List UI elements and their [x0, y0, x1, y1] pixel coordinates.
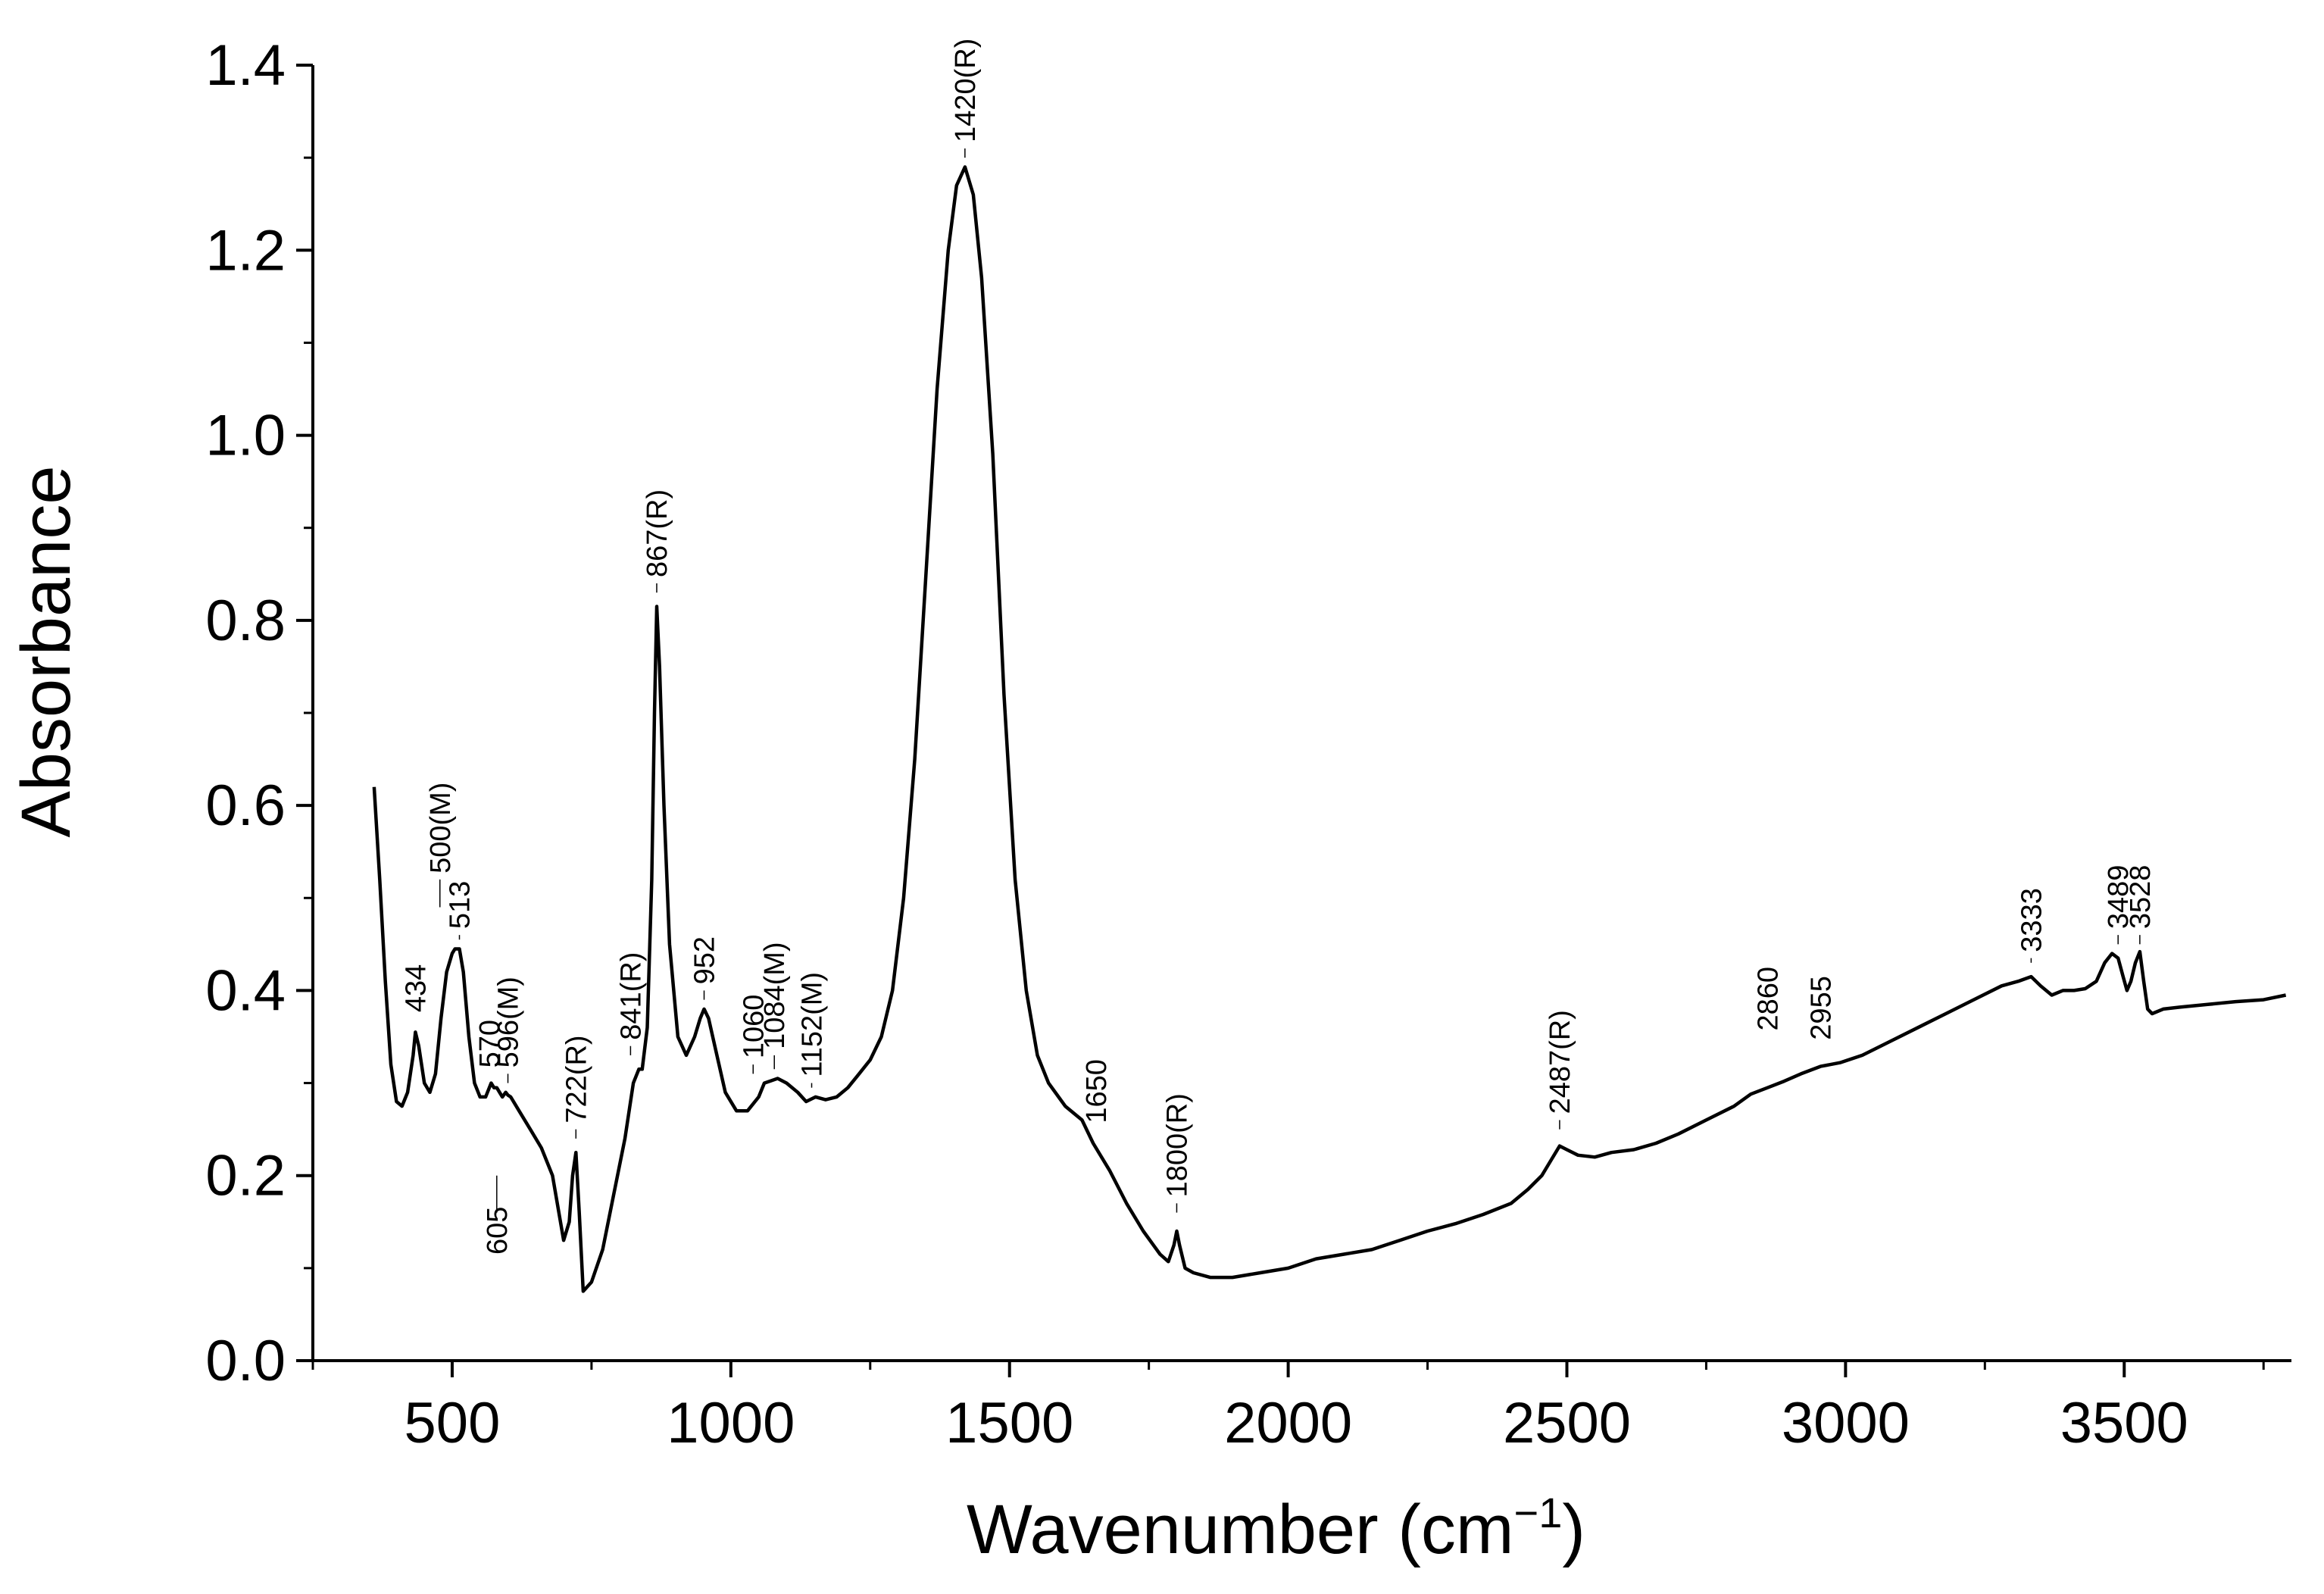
y-axis-title: Absorbance	[8, 466, 85, 838]
peak-annotation-label: 3489	[2103, 865, 2135, 930]
x-axis-title-sup: −1	[1514, 1489, 1563, 1536]
x-axis-title-main: Wavenumber (cm	[967, 1491, 1514, 1568]
y-tick-label: 1.4	[205, 33, 286, 98]
peak-annotation-label: 605	[482, 1207, 514, 1255]
x-tick-label: 2500	[1503, 1391, 1631, 1455]
peak-annotation-label: 434	[400, 964, 432, 1012]
peak-annotation-label: 570	[474, 1020, 506, 1067]
axes	[311, 65, 2291, 1362]
peak-annotation-label: 1420(R)	[950, 39, 982, 142]
x-tick-label: 3000	[1782, 1391, 1910, 1455]
y-tick-label: 0.2	[205, 1144, 286, 1208]
y-tick-label: 0.4	[205, 958, 286, 1023]
tick-labels: 0.0 0.2 0.4 0.6 0.8 1.0 1.2 1.4 500 1000 1500 2000 2…	[205, 33, 2188, 1455]
peak-annotation-label: 722(R)	[561, 1035, 592, 1123]
peak-annotation-label: 1152(M)	[797, 972, 829, 1077]
y-tick-label: 0.6	[205, 774, 286, 838]
y-tick-label: 1.2	[205, 218, 286, 283]
x-axis-title: Wavenumber (cm−1)	[967, 1489, 1585, 1568]
peak-annotation-label: 3333	[2016, 888, 2048, 952]
x-tick-label: 1500	[945, 1391, 1073, 1455]
peak-annotation-label: 2955	[1805, 976, 1837, 1040]
x-tick-label: 1000	[667, 1391, 795, 1455]
x-tick-label: 3500	[2060, 1391, 2188, 1455]
peak-annotation-label: 867(R)	[642, 489, 673, 577]
x-tick-label: 2000	[1224, 1391, 1352, 1455]
y-tick-label: 1.0	[205, 404, 286, 468]
peak-annotation-label: 952	[689, 936, 721, 984]
peak-annotation-label: 1650	[1081, 1059, 1113, 1124]
axis-ticks	[296, 64, 2265, 1377]
peak-annotation-label: 500(M)	[425, 783, 457, 874]
peak-annotation-label: 841(R)	[615, 952, 647, 1040]
peak-annotation-label: 2860	[1752, 967, 1784, 1031]
peak-annotation-label: 2487(R)	[1545, 1010, 1576, 1114]
peak-annotation-label: 1084(M)	[759, 942, 791, 1049]
peak-annotation-label: 3528	[2125, 865, 2157, 930]
peak-annotation-label: 596(M)	[493, 977, 525, 1067]
y-tick-label: 0.8	[205, 589, 286, 653]
spectrum-line	[372, 165, 2287, 1293]
x-tick-label: 500	[405, 1391, 501, 1455]
x-axis-title-close: )	[1562, 1491, 1585, 1568]
peak-annotation-label: 1800(R)	[1162, 1093, 1194, 1197]
series	[372, 165, 2287, 1293]
y-tick-label: 0.0	[205, 1329, 286, 1393]
peak-annotation-label: 513	[445, 881, 476, 929]
peak-annotation-label: 1060	[738, 995, 770, 1059]
